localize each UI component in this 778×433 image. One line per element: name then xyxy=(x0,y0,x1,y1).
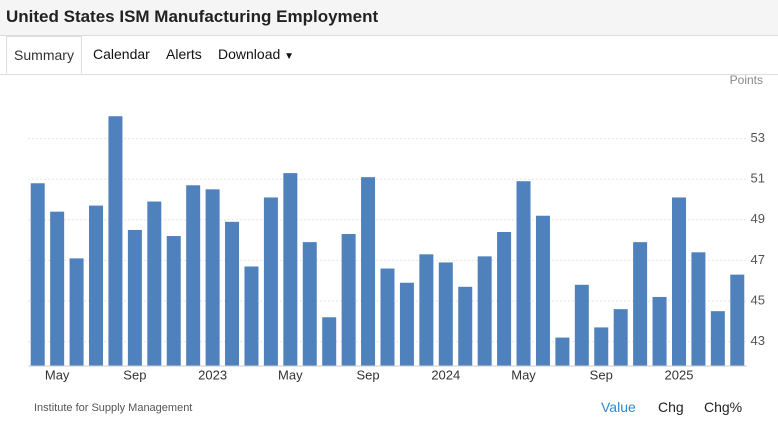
bar xyxy=(127,229,142,366)
bar xyxy=(613,309,628,366)
y-tick-label: 53 xyxy=(751,130,765,145)
bar xyxy=(50,211,65,366)
bar xyxy=(322,317,337,366)
bar xyxy=(555,337,570,366)
y-tick-label: 47 xyxy=(751,252,765,267)
tab[interactable]: Alerts xyxy=(166,46,202,62)
bar xyxy=(535,215,550,366)
y-tick-label: 43 xyxy=(751,333,765,348)
bar xyxy=(516,181,531,366)
tab[interactable]: Calendar xyxy=(93,46,150,62)
bar xyxy=(458,286,473,366)
bar xyxy=(166,236,181,366)
bar xyxy=(205,189,220,366)
bar xyxy=(302,242,317,366)
bar xyxy=(710,311,725,366)
bar xyxy=(633,242,648,366)
tab[interactable]: Download ▼ xyxy=(218,46,295,62)
bar xyxy=(89,205,104,366)
source: Institute for Supply Management xyxy=(34,402,193,414)
bar xyxy=(497,231,512,366)
mode-button[interactable]: Chg% xyxy=(704,399,743,415)
bar xyxy=(574,284,589,366)
bar xyxy=(399,282,414,366)
x-tick-label: 2024 xyxy=(431,367,460,382)
bar xyxy=(594,327,609,366)
bar xyxy=(652,296,667,366)
y-tick-label: 49 xyxy=(751,211,765,226)
bar xyxy=(730,274,745,366)
bar xyxy=(671,197,686,366)
mode-button[interactable]: Value xyxy=(601,399,636,415)
x-tick-label: May xyxy=(45,367,70,382)
bar xyxy=(361,177,376,366)
bar xyxy=(283,173,298,366)
x-tick-label: 2023 xyxy=(198,367,227,382)
mode-button[interactable]: Chg xyxy=(658,399,684,415)
bar xyxy=(438,262,453,366)
bar xyxy=(263,197,278,366)
tabs: Summary Calendar Alerts Download ▼ xyxy=(0,36,778,75)
x-tick-label: Sep xyxy=(123,367,146,382)
unit-label: Points xyxy=(730,73,763,87)
bar xyxy=(341,234,356,366)
bar xyxy=(30,183,45,366)
header: United States ISM Manufacturing Employme… xyxy=(0,0,778,36)
y-tick-label: 45 xyxy=(751,292,765,307)
bar xyxy=(225,221,240,366)
x-tick-label: May xyxy=(278,367,303,382)
x-tick-label: May xyxy=(511,367,536,382)
x-tick-label: 2025 xyxy=(665,367,694,382)
bar xyxy=(419,254,434,366)
bar xyxy=(186,185,201,366)
y-tick-label: 51 xyxy=(751,171,765,186)
bar xyxy=(244,266,259,366)
bar xyxy=(477,256,492,366)
x-tick-label: Sep xyxy=(590,367,613,382)
bar xyxy=(380,268,395,366)
tab-label: Download xyxy=(218,46,281,62)
bar xyxy=(147,201,162,366)
title: United States ISM Manufacturing Employme… xyxy=(6,7,379,26)
bar xyxy=(108,116,123,366)
bar xyxy=(691,252,706,366)
x-tick-label: Sep xyxy=(356,367,379,382)
bar xyxy=(69,258,84,366)
tab[interactable]: Summary xyxy=(6,36,82,74)
